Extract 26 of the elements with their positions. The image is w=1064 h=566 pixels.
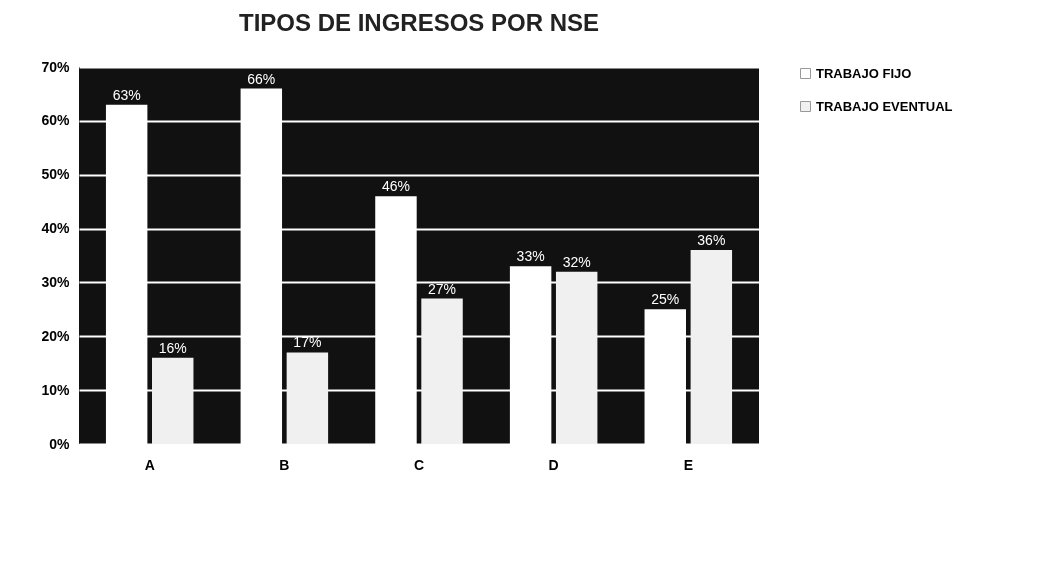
data-label: 16% — [158, 339, 187, 356]
x-tick-label: B — [279, 456, 290, 473]
data-label: 17% — [293, 334, 322, 351]
data-label: 33% — [516, 248, 545, 265]
x-tick-label: E — [683, 456, 693, 473]
data-label: 63% — [112, 86, 141, 103]
data-label: 25% — [651, 291, 680, 308]
y-tick-label: 0% — [49, 435, 71, 452]
data-label: 32% — [562, 253, 591, 270]
x-tick-label: C — [413, 456, 425, 473]
data-label: 46% — [381, 178, 410, 195]
y-tick-label: 30% — [41, 273, 71, 290]
data-label: 66% — [247, 70, 276, 87]
y-tick-label: 10% — [41, 381, 71, 398]
y-tick-label: 20% — [41, 327, 71, 344]
y-tick-label: 60% — [41, 112, 71, 129]
x-tick-label: A — [144, 456, 155, 473]
data-label: 36% — [697, 232, 726, 249]
x-tick-label: D — [548, 456, 559, 473]
chart-title: TIPOS DE INGRESOS POR NSE — [238, 9, 600, 36]
legend-label: TRABAJO FIJO — [816, 65, 912, 81]
data-label: 27% — [428, 280, 457, 297]
legend-label: TRABAJO EVENTUAL — [816, 98, 953, 114]
y-tick-label: 50% — [41, 166, 71, 183]
y-tick-label: 70% — [41, 58, 71, 75]
y-tick-label: 40% — [41, 220, 71, 237]
